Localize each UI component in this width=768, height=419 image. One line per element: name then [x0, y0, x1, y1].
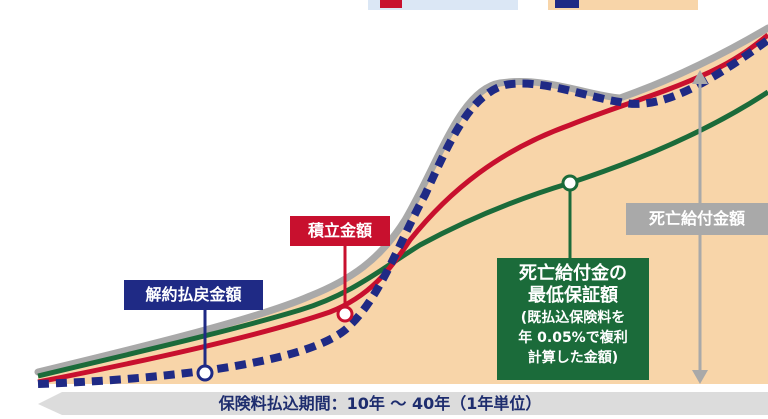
- payment-period-caption: 保険料払込期間：10年 ～ 40年（1年単位）: [218, 394, 542, 413]
- accumulation-label: 積立金額: [290, 216, 390, 246]
- legend-box-orange: [548, 0, 698, 10]
- death-benefit-label: 死亡給付金額: [626, 203, 768, 235]
- minimum-guarantee-note-2: 年 0.05%で複利: [518, 330, 628, 346]
- surrender-label: 解約払戻金額: [124, 280, 263, 310]
- minimum-guarantee-note-3: 計算した金額): [527, 350, 619, 366]
- legend-swatch-navy: [555, 0, 579, 8]
- legend-box-blue: [368, 0, 518, 10]
- legend-top: [368, 0, 698, 10]
- payment-period-arrow: [38, 392, 768, 415]
- accumulation-marker: [336, 305, 354, 323]
- death-benefit-line: [34, 24, 768, 376]
- minimum-guarantee-label: 死亡給付金の 最低保証額 (既払込保険料を 年 0.05%で複利 計算した金額): [497, 258, 649, 380]
- minimum-guarantee-title-2: 最低保証額: [528, 285, 618, 306]
- surrender-marker: [196, 364, 214, 382]
- minimum-guarantee-marker: [561, 174, 579, 192]
- surrender-line: [37, 36, 768, 388]
- minimum-guarantee-line: [37, 89, 768, 379]
- minimum-guarantee-title-1: 死亡給付金の: [519, 263, 627, 284]
- legend-swatch-red: [380, 0, 402, 8]
- minimum-guarantee-note-1: (既払込保険料を: [520, 310, 626, 326]
